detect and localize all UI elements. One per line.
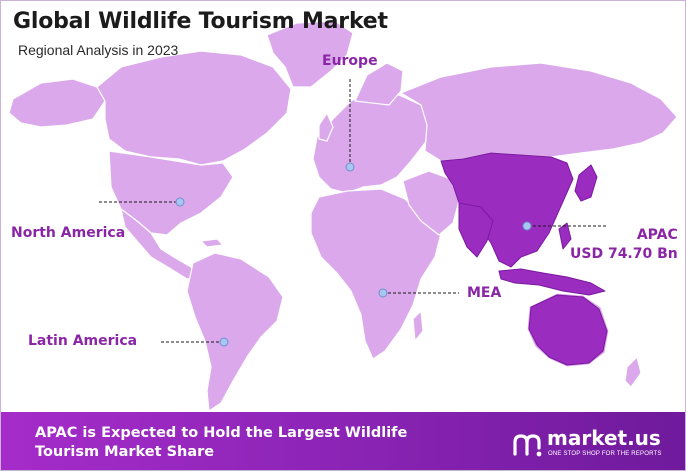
canada-shape [96, 50, 292, 166]
mea-marker [378, 288, 388, 298]
brand-name: market.us [547, 426, 661, 450]
madagascar-shape [412, 310, 424, 342]
region-label-apac: APAC [636, 227, 678, 243]
region-value-apac: USD 74.70 Bn [570, 246, 678, 262]
page-subtitle: Regional Analysis in 2023 [18, 42, 179, 58]
region-label-apac-group: APAC USD 74.70 Bn [570, 226, 678, 264]
apac-marker [522, 221, 532, 231]
caribbean-shape [200, 238, 224, 248]
north-america-marker [175, 197, 185, 207]
middle-east-shape [402, 170, 460, 236]
russia-shape [400, 62, 678, 162]
uk-shape [318, 112, 334, 142]
latin-america-marker [219, 337, 229, 347]
region-label-mea: MEA [467, 285, 502, 301]
footer-banner: APAC is Expected to Hold the Largest Wil… [1, 412, 685, 470]
footer-headline: APAC is Expected to Hold the Largest Wil… [35, 425, 408, 460]
philippines-shape [558, 222, 572, 250]
greenland-shape [266, 20, 354, 88]
region-label-north-america: North America [11, 225, 126, 241]
australia-highlight-shape [528, 294, 608, 366]
india-shape [458, 202, 494, 258]
brand-logo-block: market.us ONE STOP SHOP FOR THE REPORTS [511, 426, 681, 462]
market-us-logo-icon [513, 434, 542, 457]
scandinavia-shape [354, 62, 404, 106]
new-zealand-shape [624, 356, 642, 388]
alaska-shape [8, 78, 106, 128]
japan-shape [574, 164, 598, 202]
south-america-shape [186, 252, 284, 412]
region-label-europe: Europe [322, 53, 378, 69]
page-title: Global Wildlife Tourism Market [13, 9, 388, 34]
brand-tagline: ONE STOP SHOP FOR THE REPORTS [548, 451, 662, 457]
indonesia-shape [498, 268, 606, 296]
europe-marker [345, 162, 355, 172]
region-label-latin-america: Latin America [28, 333, 138, 349]
